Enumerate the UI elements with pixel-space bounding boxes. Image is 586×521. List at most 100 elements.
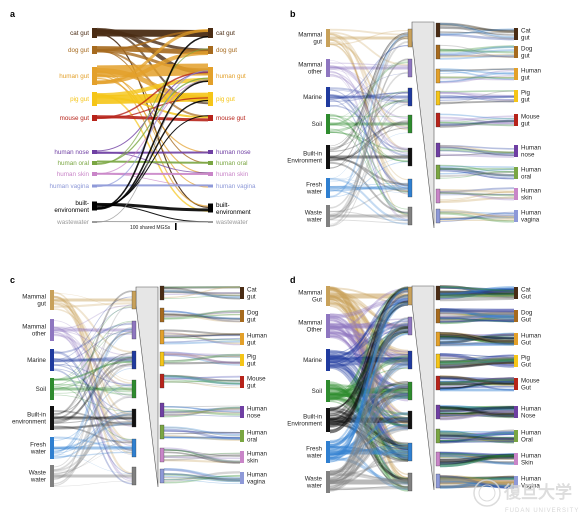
flow-link [439,91,515,98]
flow-link [439,167,515,177]
flow-link [329,366,409,481]
flow-link [439,361,515,366]
flow-link [329,38,409,192]
flow-link [329,410,409,445]
flow-link [53,356,133,363]
flow-link [329,119,409,217]
right-node-mouse-gut [514,114,518,126]
flow-link [439,431,515,437]
flow-link [163,406,241,418]
right-label-human-skin-line: skin [247,458,259,465]
flow-link [439,191,515,197]
flow-link [439,295,515,299]
flow-link [163,353,241,364]
flow-link [163,408,241,416]
flow-link [329,67,409,104]
left-node-fresh-water [326,441,330,463]
flow-link [329,325,409,401]
left-label-marine: Marine [303,357,322,364]
flow-link [53,322,133,415]
flow-link [439,22,515,33]
flow-link [329,300,409,411]
left-node-fresh-water [326,178,330,198]
flow-link [329,324,409,358]
flow-link [329,128,409,210]
flow-link [439,406,515,416]
seal-icon [473,479,501,507]
mid-target-node [435,142,441,158]
right-label-mouse-gut: Mouse Gut [521,377,540,391]
flow-link [439,406,515,419]
flow-link [163,314,241,320]
flow-link [53,326,133,480]
flow-link [329,71,409,209]
left-label-fresh-water: Fresh water [306,445,323,459]
flow-link [163,426,241,437]
flow-link [439,28,515,36]
flow-link [163,311,241,317]
left-label-human-gut: human gut [59,73,89,80]
flow-link [439,332,515,345]
left-label-soil-line: Soil [312,388,322,395]
flow-link [329,424,409,474]
flow-link [329,104,409,215]
right-node-human-skin [514,453,518,465]
right-label-human-oral-line: oral [521,174,531,181]
flow-link [163,374,241,382]
flow-link [329,99,409,148]
flow-link [329,385,409,475]
flow-link [329,392,409,427]
flow-link [329,392,409,420]
right-label-human-skin-line: human skin [216,171,249,178]
left-label-human-skin: human skin [57,171,90,178]
flow-link [53,385,133,440]
flow-link [329,28,409,36]
flow-link [163,375,241,385]
flow-link [439,451,515,465]
flow-link [163,332,241,345]
flow-link [439,315,515,325]
flow-link [53,436,133,449]
flow-link [439,286,515,292]
flow-link [439,196,515,203]
right-label-human-vagina-line: human vagina [216,183,256,190]
flow-link [329,219,409,224]
flow-link [329,427,409,482]
flow-link [439,475,515,486]
right-label-human-oral: Human oral [521,166,542,180]
flow-link [163,454,241,461]
left-label-mammal-gut-line: gut [313,39,322,46]
flow-link [329,41,409,104]
left-label-soil: Soil [312,388,322,395]
flow-link [163,309,241,320]
flow-link [163,428,241,440]
mid-node-built-in-environment [407,410,413,430]
right-label-mouse-gut-line: Mouse [247,375,266,382]
flow-link [329,178,409,222]
flow-link [163,436,241,441]
mid-target-node [435,308,441,324]
flow-link [439,375,515,387]
flow-link [439,411,515,417]
right-node-human-oral [514,430,518,442]
flow-link [439,435,515,443]
flow-link [439,475,515,485]
flow-link [439,314,515,320]
flow-link [163,289,241,299]
flow-link [53,352,133,485]
left-node-soil [326,380,330,402]
right-label-cat-gut-line: Cat [521,27,531,34]
flow-link [329,361,409,447]
flow-link [329,34,409,227]
right-label-human-nose-line: Nose [521,413,536,420]
mid-node-waste-water [131,466,137,486]
right-label-pig-gut-line: Pig [521,354,531,361]
flow-link [439,48,515,59]
flow-link [439,76,515,79]
flow-link [329,131,409,153]
flow-link [163,351,241,359]
mid-target-node [435,22,441,38]
flow-link [329,328,409,447]
left-label-cat-gut: cat gut [70,30,89,37]
